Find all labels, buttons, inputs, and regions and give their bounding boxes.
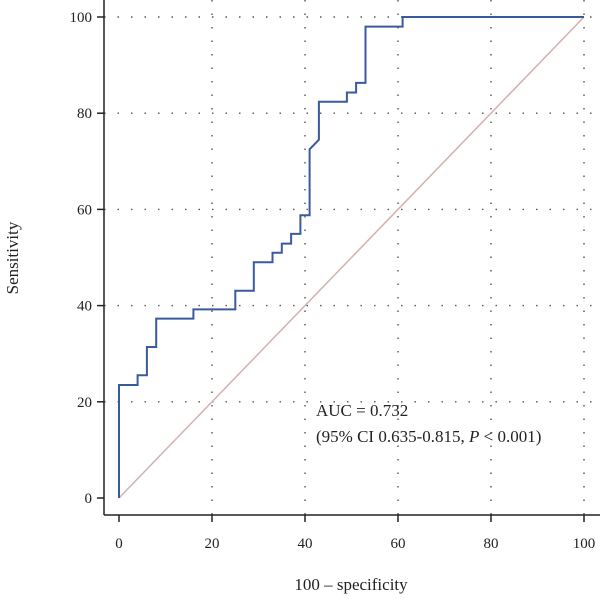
y-tick-label: 40 bbox=[77, 299, 92, 315]
grid-lines bbox=[104, 0, 600, 515]
x-tick-label: 0 bbox=[115, 536, 123, 552]
y-axis-title: Sensitivity bbox=[3, 221, 22, 294]
x-tick-label: 20 bbox=[205, 536, 220, 552]
y-axis-ticks: 0 20 40 60 80 100 bbox=[70, 10, 104, 507]
reference-diagonal-line bbox=[118, 16, 585, 499]
axes bbox=[103, 0, 600, 516]
y-tick-label: 0 bbox=[85, 491, 93, 507]
x-tick-label: 60 bbox=[391, 536, 406, 552]
ci-label: (95% CI 0.635-0.815, P < 0.001) bbox=[316, 427, 541, 446]
y-tick-label: 60 bbox=[77, 202, 92, 218]
ci-prefix: (95% CI 0.635-0.815, bbox=[316, 427, 469, 446]
x-axis-ticks: 0 20 40 60 80 100 bbox=[115, 515, 595, 552]
x-axis-title: 100 – specificity bbox=[294, 575, 408, 594]
y-tick-label: 20 bbox=[77, 395, 92, 411]
roc-curve-line bbox=[118, 16, 584, 498]
x-tick-label: 40 bbox=[298, 536, 313, 552]
p-suffix: < 0.001) bbox=[479, 427, 541, 446]
x-tick-label: 80 bbox=[484, 536, 499, 552]
y-tick-label: 80 bbox=[77, 106, 92, 122]
p-symbol: P bbox=[468, 427, 479, 446]
auc-label: AUC = 0.732 bbox=[316, 401, 408, 420]
y-tick-label: 100 bbox=[70, 10, 93, 26]
x-tick-label: 100 bbox=[573, 536, 596, 552]
